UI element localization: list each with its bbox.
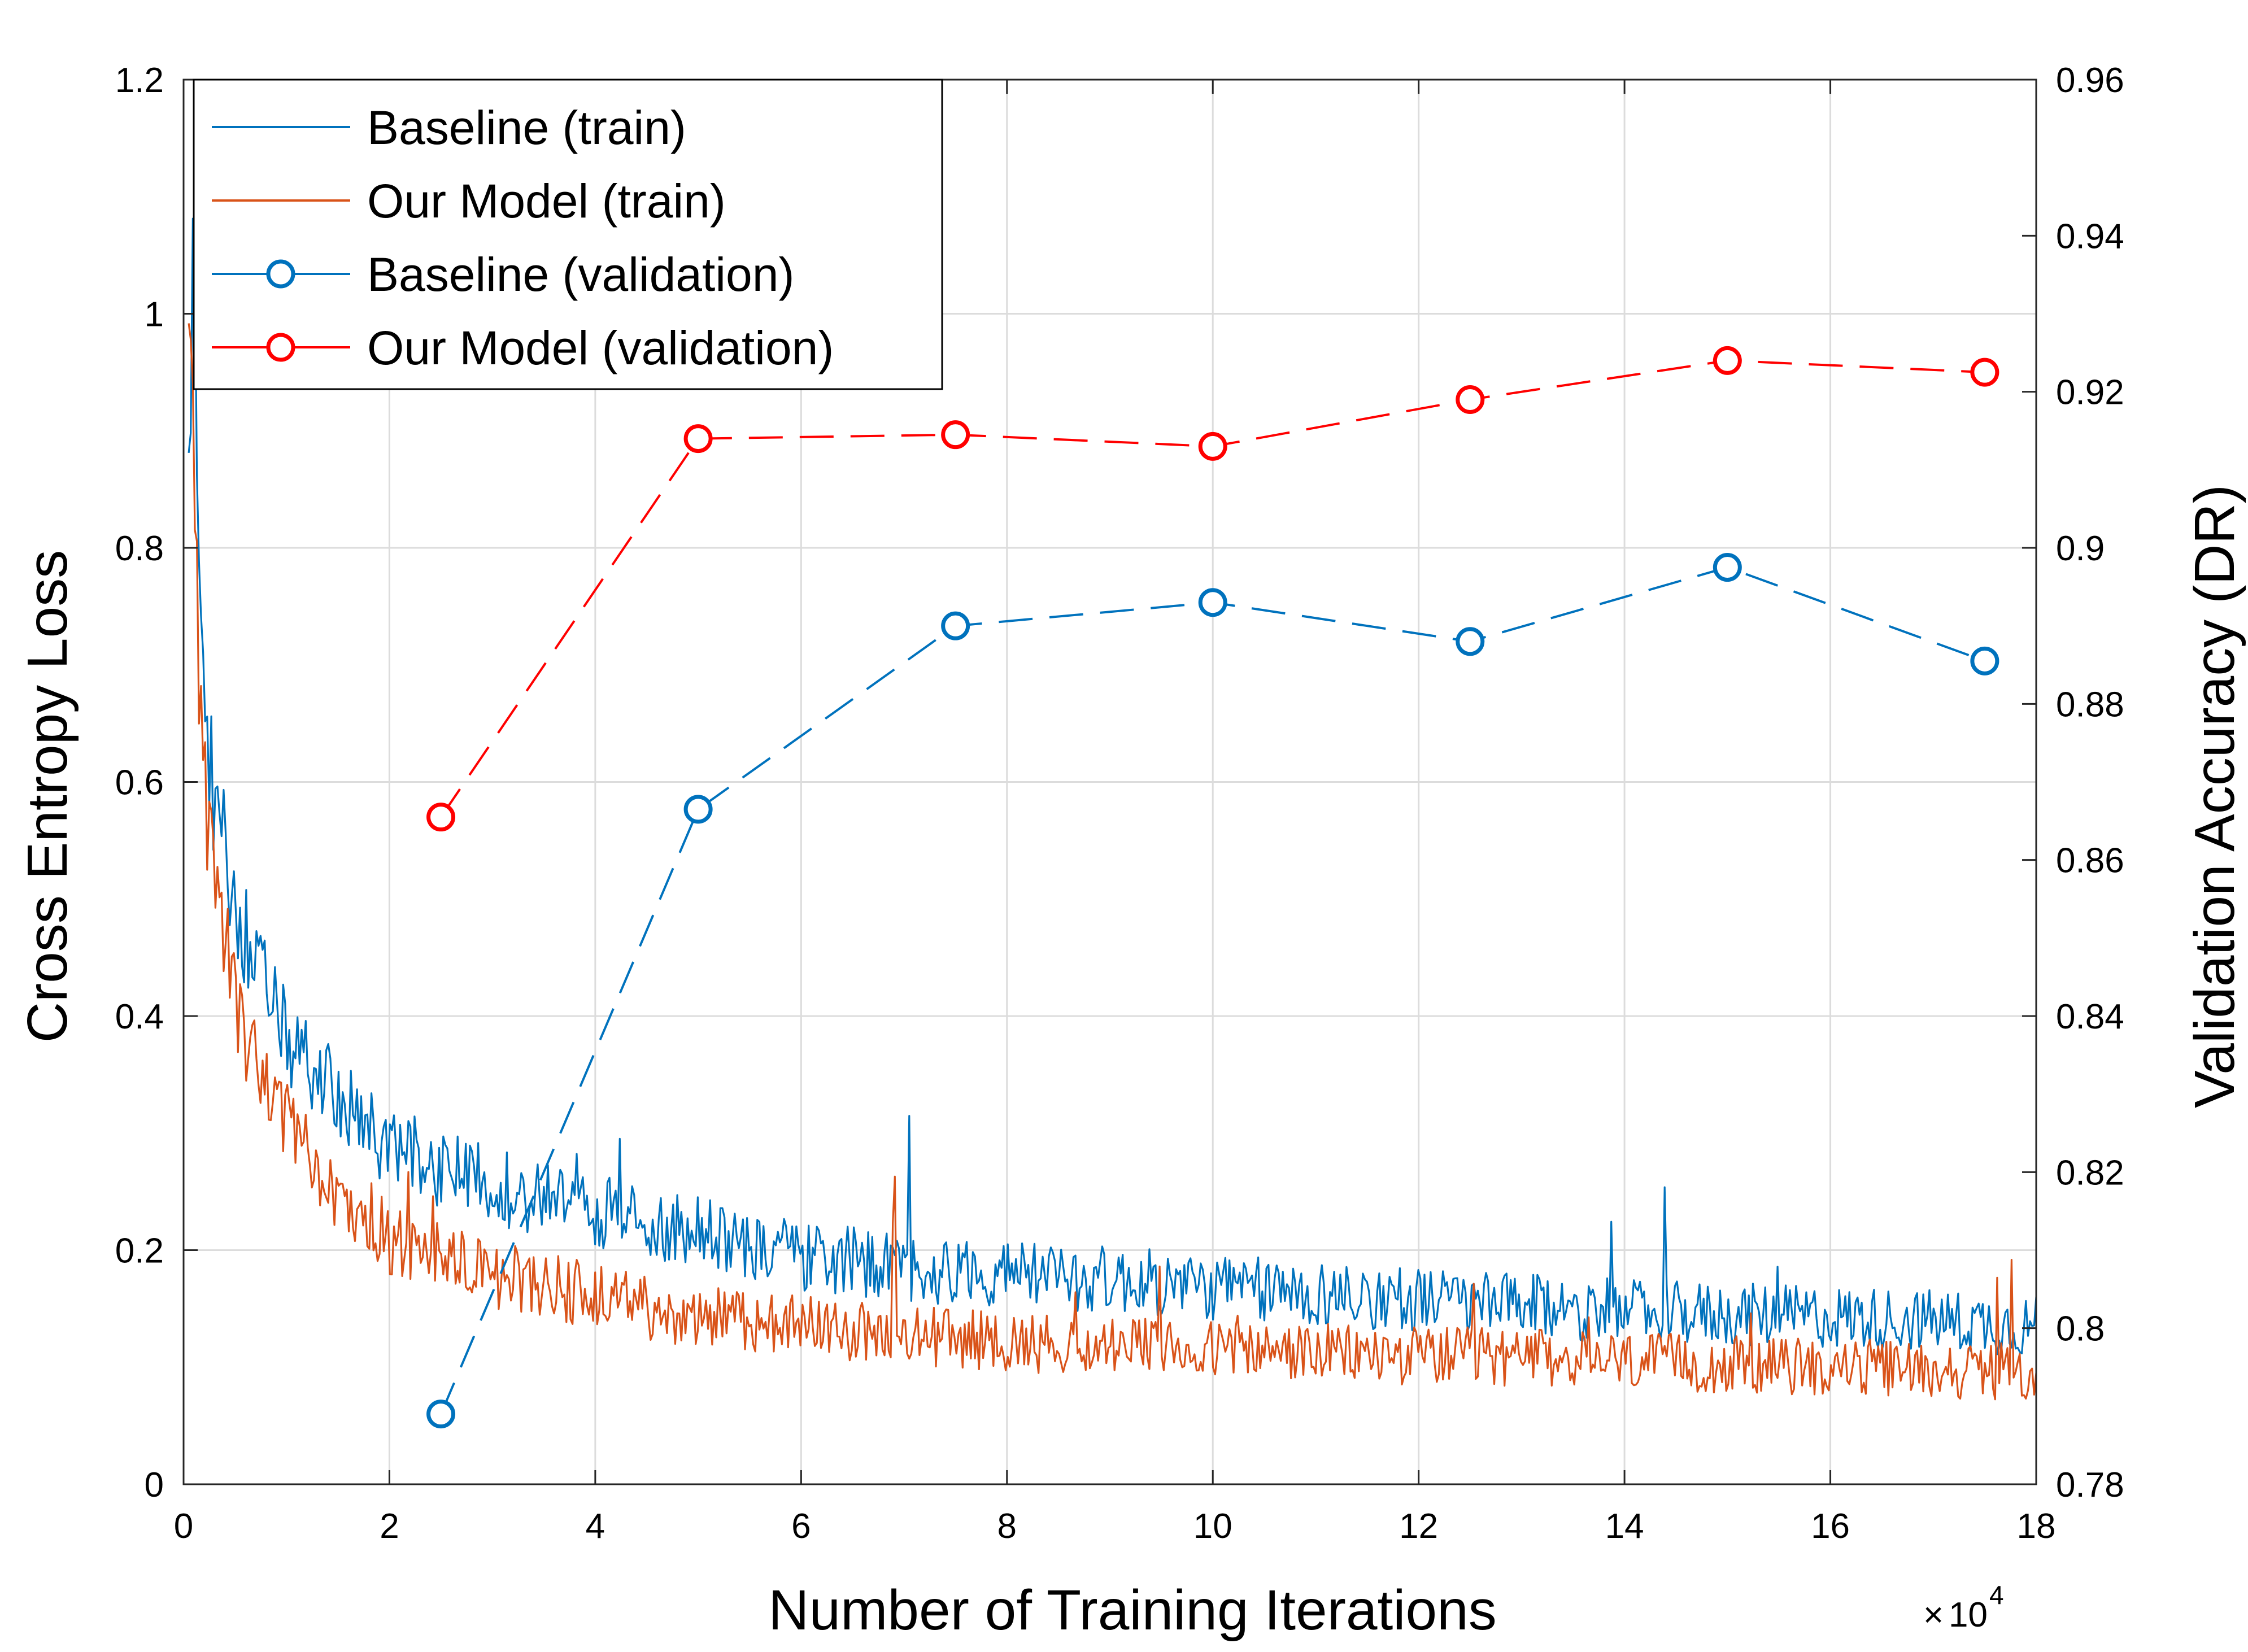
series-line-ours_train: [188, 323, 2037, 1401]
y-right-tick-label: 0.92: [2056, 373, 2124, 412]
y-right-tick-label: 0.96: [2056, 61, 2124, 100]
data-point-ours_val: [1713, 346, 1742, 375]
legend-entry-baseline-val: Baseline (validation): [212, 248, 794, 301]
legend-label-ours-val: Our Model (validation): [367, 321, 834, 374]
legend: Baseline (train) Our Model (train) Basel…: [193, 79, 943, 390]
data-point-baseline_val: [941, 611, 970, 640]
data-point-ours_val: [683, 424, 713, 454]
y-axis-right-label: Validation Accuracy (DR): [2183, 485, 2246, 1108]
legend-box: [193, 79, 943, 390]
y-left-tick-label: 0: [145, 1466, 164, 1505]
x-tick-label: 8: [997, 1507, 1017, 1546]
data-point-ours_val: [1456, 385, 1485, 414]
y-right-tick-label: 0.86: [2056, 842, 2124, 881]
x-axis-label: Number of Training Iterations: [768, 1579, 1497, 1642]
legend-marker-ours-val: [266, 333, 295, 362]
legend-entry-ours-val: Our Model (validation): [212, 321, 834, 374]
data-point-baseline_val: [1713, 553, 1742, 582]
legend-label-baseline-val: Baseline (validation): [367, 248, 794, 301]
y-right-tick-label: 0.84: [2056, 997, 2124, 1036]
data-point-baseline_val: [1456, 627, 1485, 656]
legend-marker-baseline-val: [266, 259, 295, 289]
data-point-baseline_val: [683, 795, 713, 824]
x-tick-label: 2: [380, 1507, 399, 1546]
x-tick-label: 14: [1605, 1507, 1644, 1546]
y-right-tick-label: 0.9: [2056, 529, 2105, 568]
y-axis-left-label: Cross Entropy Loss: [16, 550, 79, 1043]
data-point-ours_val: [1198, 431, 1227, 461]
legend-entry-ours-train: Our Model (train): [212, 175, 726, 228]
x-multiplier-base: 10: [1949, 1596, 1988, 1634]
x-tick-label: 6: [791, 1507, 811, 1546]
x-tick-label: 10: [1193, 1507, 1232, 1546]
y-right-tick-label: 0.82: [2056, 1153, 2124, 1192]
data-point-baseline_val: [1198, 588, 1227, 617]
y-left-tick-label: 1: [145, 295, 164, 334]
data-point-baseline_val: [426, 1400, 456, 1429]
ticks: 0 2 4 6 8 10 12 14 16 18 0 0.2 0.4 0.6 0.8 1 1.2 0.78 0.8 0…: [115, 61, 2124, 1546]
x-multiplier-times: ×: [1923, 1596, 1944, 1634]
y-left-tick-label: 0.8: [115, 529, 164, 568]
y-right-tick-label: 0.8: [2056, 1310, 2105, 1349]
data-point-baseline_val: [1970, 646, 1999, 675]
legend-entry-baseline-train: Baseline (train): [212, 101, 686, 154]
data-point-ours_val: [1970, 358, 1999, 387]
y-left-tick-label: 0.2: [115, 1232, 164, 1271]
y-left-tick-label: 1.2: [115, 61, 164, 100]
series-lines: [188, 217, 2037, 1429]
x-multiplier-exp: 4: [1989, 1580, 2004, 1610]
legend-label-ours-train: Our Model (train): [367, 175, 726, 228]
x-tick-label: 18: [2017, 1507, 2056, 1546]
x-tick-label: 12: [1399, 1507, 1438, 1546]
series-line-baseline_train: [188, 217, 2037, 1355]
y-left-tick-label: 0.4: [115, 997, 164, 1036]
plot-frame: [182, 79, 2037, 1485]
x-tick-label: 4: [586, 1507, 605, 1546]
x-multiplier: × 10 4: [1923, 1580, 2004, 1634]
data-point-ours_val: [426, 803, 456, 832]
y-left-tick-label: 0.6: [115, 764, 164, 803]
x-tick-label: 16: [1811, 1507, 1850, 1546]
y-right-tick-label: 0.94: [2056, 217, 2124, 256]
legend-label-baseline-train: Baseline (train): [367, 101, 686, 154]
data-point-ours_val: [941, 420, 970, 450]
x-tick-label: 0: [174, 1507, 193, 1546]
y-right-tick-label: 0.78: [2056, 1466, 2124, 1505]
y-right-tick-label: 0.88: [2056, 685, 2124, 724]
